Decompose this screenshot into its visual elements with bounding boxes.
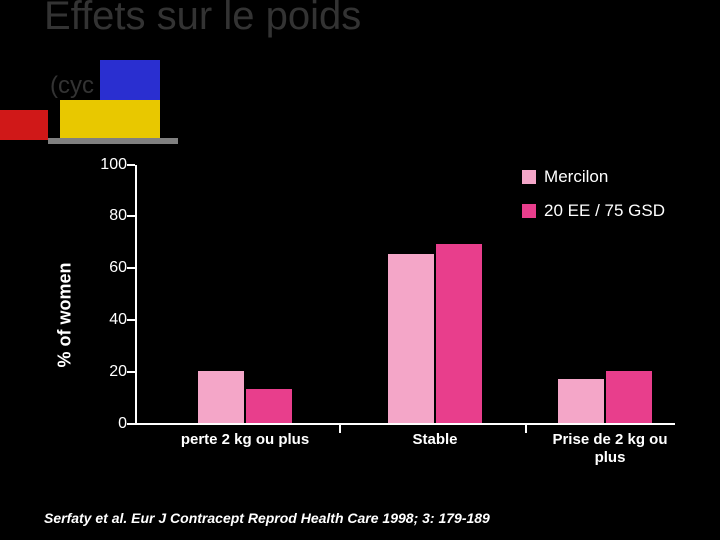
xtick	[525, 425, 527, 433]
legend: Mercilon 20 EE / 75 GSD	[522, 167, 665, 235]
bar-gsd-1	[436, 244, 482, 423]
ytick-label: 0	[91, 415, 127, 433]
bar-mercilon-1	[388, 254, 434, 423]
legend-swatch	[522, 204, 536, 218]
deco-gray	[48, 138, 178, 144]
ytick-label: 40	[91, 311, 127, 329]
legend-item-mercilon: Mercilon	[522, 167, 665, 187]
legend-label: 20 EE / 75 GSD	[544, 201, 665, 221]
y-axis-label: % of women	[55, 262, 76, 367]
ytick-label: 80	[91, 207, 127, 225]
legend-label: Mercilon	[544, 167, 608, 187]
ytick-label: 20	[91, 363, 127, 381]
ytick-label: 100	[91, 156, 127, 174]
x-category-label: perte 2 kg ou plus	[175, 431, 315, 449]
ytick-label: 60	[91, 259, 127, 277]
y-axis	[135, 165, 137, 425]
deco-yellow	[60, 100, 160, 140]
legend-swatch	[522, 170, 536, 184]
bar-mercilon-0	[198, 371, 244, 423]
x-category-label: Stable	[385, 431, 485, 449]
ytick	[127, 267, 135, 269]
deco-red	[0, 110, 48, 140]
bar-gsd-0	[246, 389, 292, 423]
x-axis	[135, 423, 675, 425]
page-title: Effets sur le poids	[44, 0, 361, 39]
subtitle-fragment: (cyc	[50, 72, 94, 100]
ytick	[127, 164, 135, 166]
decorative-blocks: (cyc	[0, 60, 220, 160]
ytick	[127, 371, 135, 373]
ytick	[127, 319, 135, 321]
x-category-label: Prise de 2 kg ou plus	[535, 431, 685, 467]
ytick	[127, 423, 135, 425]
citation: Serfaty et al. Eur J Contracept Reprod H…	[44, 510, 490, 526]
xtick	[339, 425, 341, 433]
ytick	[127, 215, 135, 217]
legend-item-gsd: 20 EE / 75 GSD	[522, 201, 665, 221]
plot-area: 0 20 40 60 80 100 Mercilon	[135, 165, 675, 425]
bar-mercilon-2	[558, 379, 604, 423]
weight-effect-chart: % of women 0 20 40 60 80 100	[75, 165, 685, 465]
bar-gsd-2	[606, 371, 652, 423]
